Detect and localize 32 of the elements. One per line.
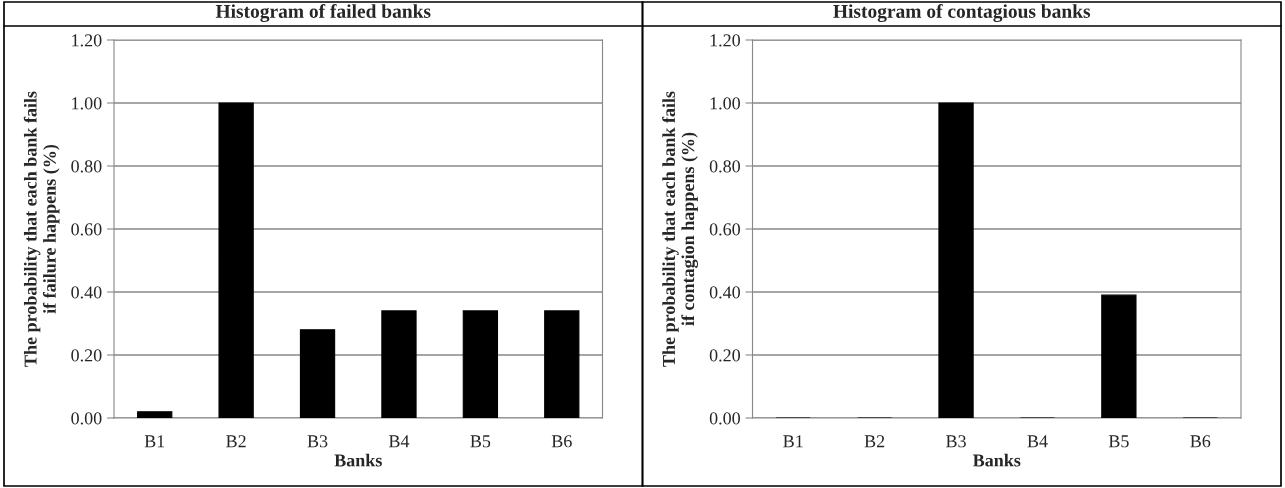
x-tick-label: B4 <box>388 435 410 448</box>
y-tick-label: 0.00 <box>709 412 741 425</box>
x-axis-title: Banks <box>334 453 382 467</box>
y-axis-title: The probability that each bank fails if contagion happens (%) <box>662 91 698 367</box>
y-tick-label: 0.40 <box>71 286 102 299</box>
x-tick-label: B1 <box>783 435 803 448</box>
x-tick-label: B3 <box>307 435 328 448</box>
y-tick-label: 0.80 <box>709 160 741 173</box>
y-tick-label: 1.00 <box>710 97 741 110</box>
x-tick-label: B5 <box>1108 435 1129 448</box>
y-tick-label: 0.20 <box>71 349 102 362</box>
x-tick-label: B3 <box>946 435 966 448</box>
y-tick-label: 0.40 <box>709 286 741 299</box>
y-tick-label: 1.00 <box>72 97 102 110</box>
x-tick-label: B6 <box>1190 435 1211 448</box>
y-tick-label: 0.80 <box>71 160 102 173</box>
x-tick-label: B2 <box>864 435 885 448</box>
y-tick-label: 1.20 <box>710 34 741 47</box>
x-tick-label: B5 <box>470 435 491 448</box>
y-tick-label: 0.00 <box>71 412 102 425</box>
y-tick-label: 1.20 <box>72 34 102 47</box>
y-axis-title: The probability that each bank fails if failure happens (%) <box>23 91 60 367</box>
x-tick-label: B2 <box>226 435 246 448</box>
y-tick-label: 0.60 <box>71 223 102 236</box>
x-tick-label: B4 <box>1027 435 1048 448</box>
chart-title: Histogram of contagious banks <box>833 4 1091 22</box>
chart-title: Histogram of failed banks <box>215 4 431 22</box>
y-tick-label: 0.60 <box>709 223 741 236</box>
x-tick-label: B6 <box>551 435 572 448</box>
x-axis-title: Banks <box>972 453 1021 467</box>
y-tick-label: 0.20 <box>709 349 741 362</box>
x-tick-label: B1 <box>144 435 165 448</box>
